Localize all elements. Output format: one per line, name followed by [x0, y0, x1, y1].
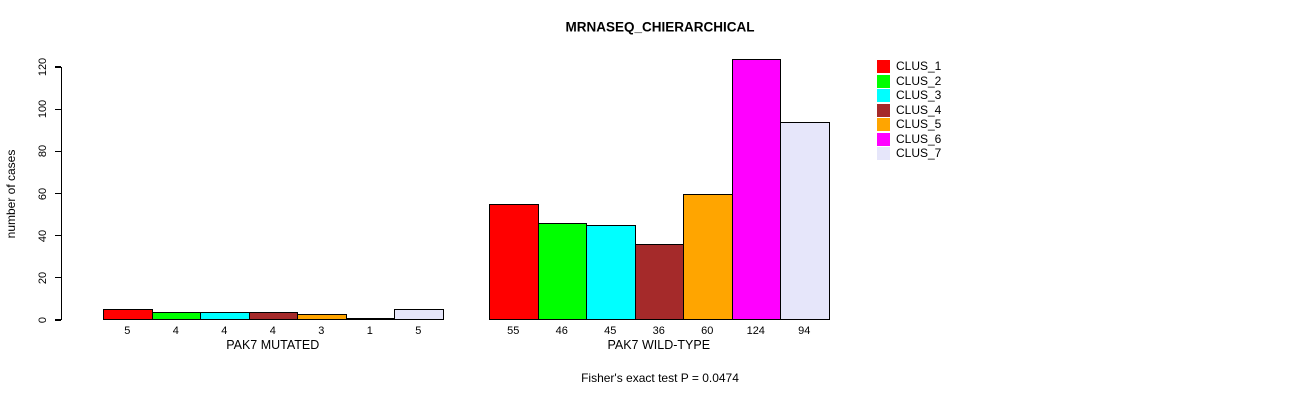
bar-value-label: 3 — [318, 325, 325, 337]
legend-swatch-clus_4 — [877, 103, 890, 117]
y-tick-label: 0 — [37, 316, 49, 324]
y-tick-label: 100 — [37, 100, 49, 119]
y-tick — [55, 235, 61, 237]
chart-title: MRNASEQ_CHIERARCHICAL — [565, 19, 755, 35]
legend-label: CLUS_5 — [896, 117, 942, 131]
bar-pak7-wild-type-clus_7 — [780, 121, 830, 320]
bar-value-label: 4 — [269, 325, 276, 337]
bar-pak7-wild-type-clus_1 — [489, 204, 539, 320]
bar-pak7-wild-type-clus_5 — [683, 193, 733, 320]
group-label-pak7-mutated: PAK7 MUTATED — [226, 338, 320, 352]
bar-value-label: 46 — [555, 325, 568, 337]
bar-value-label: 5 — [415, 325, 422, 337]
legend-label: CLUS_4 — [896, 102, 942, 117]
bar-pak7-wild-type-clus_6 — [731, 58, 781, 320]
y-tick — [55, 319, 61, 321]
legend-label: CLUS_1 — [896, 59, 942, 73]
bar-pak7-mutated-clus_6 — [345, 317, 395, 320]
bar-value-label: 45 — [604, 325, 617, 337]
bar-pak7-mutated-clus_7 — [394, 309, 444, 320]
legend-label: CLUS_6 — [896, 131, 942, 146]
bar-pak7-mutated-clus_1 — [103, 309, 153, 320]
bar-value-label: 36 — [652, 325, 665, 337]
legend-swatch-clus_2 — [877, 74, 890, 88]
bar-pak7-wild-type-clus_4 — [634, 244, 684, 320]
y-tick-label: 20 — [37, 271, 49, 284]
bar-value-label: 94 — [798, 325, 811, 337]
group-label-pak7-wild-type: PAK7 WILD-TYPE — [607, 338, 711, 352]
fisher-test-annotation: Fisher's exact test P = 0.0474 — [581, 371, 739, 385]
y-tick-label: 60 — [37, 187, 49, 200]
bar-value-label: 4 — [172, 325, 179, 337]
bar-value-label: 124 — [746, 325, 765, 337]
bar-pak7-wild-type-clus_3 — [586, 225, 636, 320]
legend-swatch-clus_1 — [877, 60, 890, 73]
bar-pak7-mutated-clus_3 — [200, 311, 250, 320]
bar-pak7-wild-type-clus_2 — [537, 223, 587, 320]
legend-swatch-clus_7 — [877, 147, 890, 160]
bar-value-label: 4 — [221, 325, 228, 337]
y-tick-label: 120 — [37, 57, 49, 77]
bar-value-label: 55 — [507, 325, 520, 337]
bar-pak7-mutated-clus_5 — [297, 313, 347, 320]
bar-pak7-mutated-clus_4 — [248, 311, 298, 320]
y-tick — [55, 66, 61, 68]
y-axis-title: number of cases — [4, 149, 18, 238]
y-tick-label: 40 — [37, 229, 49, 242]
bar-value-label: 60 — [701, 325, 714, 337]
y-tick — [55, 150, 61, 152]
legend-swatch-clus_3 — [877, 89, 890, 102]
legend-label: CLUS_7 — [896, 146, 942, 160]
legend-swatch-clus_5 — [877, 118, 890, 131]
y-tick — [55, 192, 61, 195]
y-axis-line — [61, 67, 63, 320]
legend-label: CLUS_2 — [896, 73, 942, 88]
y-tick-label: 80 — [37, 145, 49, 158]
y-tick — [55, 108, 61, 110]
bar-value-label: 1 — [366, 325, 373, 337]
legend-swatch-clus_6 — [877, 132, 890, 146]
legend-label: CLUS_3 — [896, 88, 942, 102]
y-tick — [55, 277, 61, 279]
bar-value-label: 5 — [124, 325, 131, 337]
bar-pak7-mutated-clus_2 — [151, 311, 201, 320]
